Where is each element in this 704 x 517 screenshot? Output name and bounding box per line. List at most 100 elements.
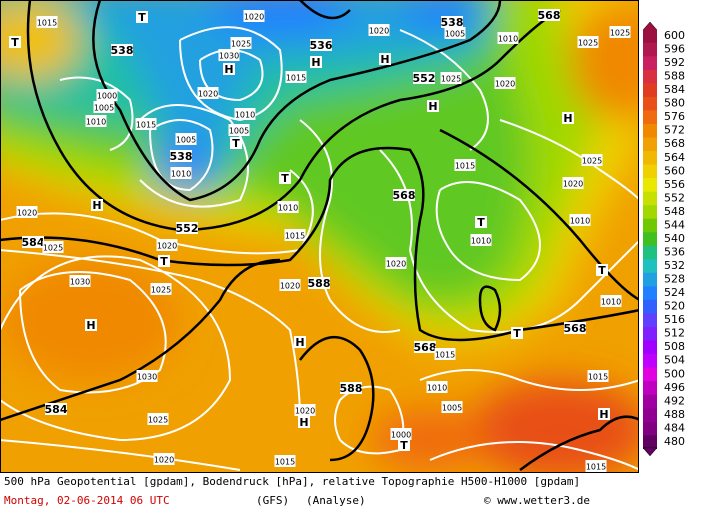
label-box [600, 295, 622, 307]
isobar-label: 1010 [498, 35, 518, 44]
label-box [310, 39, 332, 51]
label-box [197, 87, 219, 99]
label-box [230, 37, 252, 49]
label-box [22, 236, 44, 248]
label-box [444, 27, 466, 39]
isobar-label: 1010 [171, 170, 191, 179]
label-box [158, 255, 170, 267]
isobar-label: 1020 [495, 80, 515, 89]
isobar-label: 1015 [285, 232, 305, 241]
pressure-center: T [598, 264, 606, 277]
map-field: 1015 TT538102010251030H1020536H1020H53810… [1, 1, 638, 472]
label-box [243, 10, 265, 22]
label-box [379, 53, 391, 65]
pressure-center: T [232, 137, 240, 150]
legend-label: 600 [664, 29, 685, 42]
isobar-label: 1015 [435, 351, 455, 360]
legend-label: 496 [664, 381, 685, 394]
label-box [91, 199, 103, 211]
legend-swatch [643, 191, 657, 206]
legend-label: 504 [664, 354, 685, 367]
legend-label: 508 [664, 340, 685, 353]
label-box [277, 201, 299, 213]
pressure-center: H [563, 112, 572, 125]
label-box [36, 16, 58, 28]
legend-label: 592 [664, 56, 685, 69]
isobar-label: 1020 [563, 180, 583, 189]
geopotential-label: 536 [310, 39, 333, 52]
label-box [390, 428, 412, 440]
label-box [170, 150, 192, 162]
label-box [441, 16, 463, 28]
isobar-label: 1015 [37, 19, 57, 28]
legend-swatch [643, 259, 657, 274]
isobar-label: 1025 [578, 39, 598, 48]
label-box [538, 9, 560, 21]
isobar-label: 1015 [586, 463, 606, 472]
legend-label: 556 [664, 178, 685, 191]
legend-arrow-bottom [642, 447, 658, 457]
legend-label: 512 [664, 327, 685, 340]
label-box [413, 72, 435, 84]
label-box [150, 283, 172, 295]
isobar-label: 1005 [445, 30, 465, 39]
isobars [1, 26, 638, 471]
label-box [9, 36, 21, 48]
isobar-label: 1010 [278, 204, 298, 213]
isobar-label: 1005 [176, 136, 196, 145]
geopotential-label: 538 [441, 16, 464, 29]
legend-label: 576 [664, 110, 685, 123]
isobar-label: 1010 [601, 298, 621, 307]
legend-swatch [643, 178, 657, 192]
label-box [441, 401, 463, 413]
label-box [414, 341, 436, 353]
label-box [427, 100, 439, 112]
label-box [475, 216, 487, 228]
label-box [340, 382, 362, 394]
label-box [136, 370, 158, 382]
legend-swatch [643, 56, 657, 71]
legend-label: 536 [664, 245, 685, 258]
footer-copyright: © www.wetter3.de [484, 494, 590, 507]
legend-label: 524 [664, 286, 685, 299]
legend-label: 552 [664, 191, 685, 204]
legend-swatch [643, 421, 657, 436]
label-box [279, 279, 301, 291]
isobar-label: 1020 [295, 407, 315, 416]
legend-label: 516 [664, 313, 685, 326]
label-box [434, 348, 456, 360]
pressure-center: H [428, 100, 437, 113]
label-box [609, 26, 631, 38]
label-box [45, 403, 67, 415]
label-box [176, 222, 198, 234]
geopotential-label: 552 [413, 72, 436, 85]
label-box [426, 381, 448, 393]
isobar-label: 1015 [275, 458, 295, 467]
isobar-label: 1015 [588, 373, 608, 382]
label-box [470, 234, 492, 246]
pressure-center: H [295, 336, 304, 349]
label-box [136, 11, 148, 23]
label-box [228, 124, 250, 136]
label-box [285, 71, 307, 83]
label-box [440, 72, 462, 84]
legend-label: 544 [664, 218, 685, 231]
geopotential-label: 568 [564, 322, 587, 335]
label-box [511, 327, 523, 339]
label-box [85, 115, 107, 127]
isobar-label: 1005 [229, 127, 249, 136]
label-box [562, 177, 584, 189]
map-labels: 1015 TT538102010251030H1020536H1020H53810… [9, 9, 631, 472]
legend-swatch [643, 272, 657, 287]
label-box [577, 36, 599, 48]
isobar-label: 1010 [471, 237, 491, 246]
label-box [284, 229, 306, 241]
label-box [497, 32, 519, 44]
legend-swatch [643, 137, 657, 152]
pressure-center: H [380, 53, 389, 66]
legend-swatch [643, 340, 657, 355]
legend-label: 580 [664, 97, 685, 110]
isobar-label: 1020 [154, 456, 174, 465]
geopotential-label: 568 [414, 341, 437, 354]
